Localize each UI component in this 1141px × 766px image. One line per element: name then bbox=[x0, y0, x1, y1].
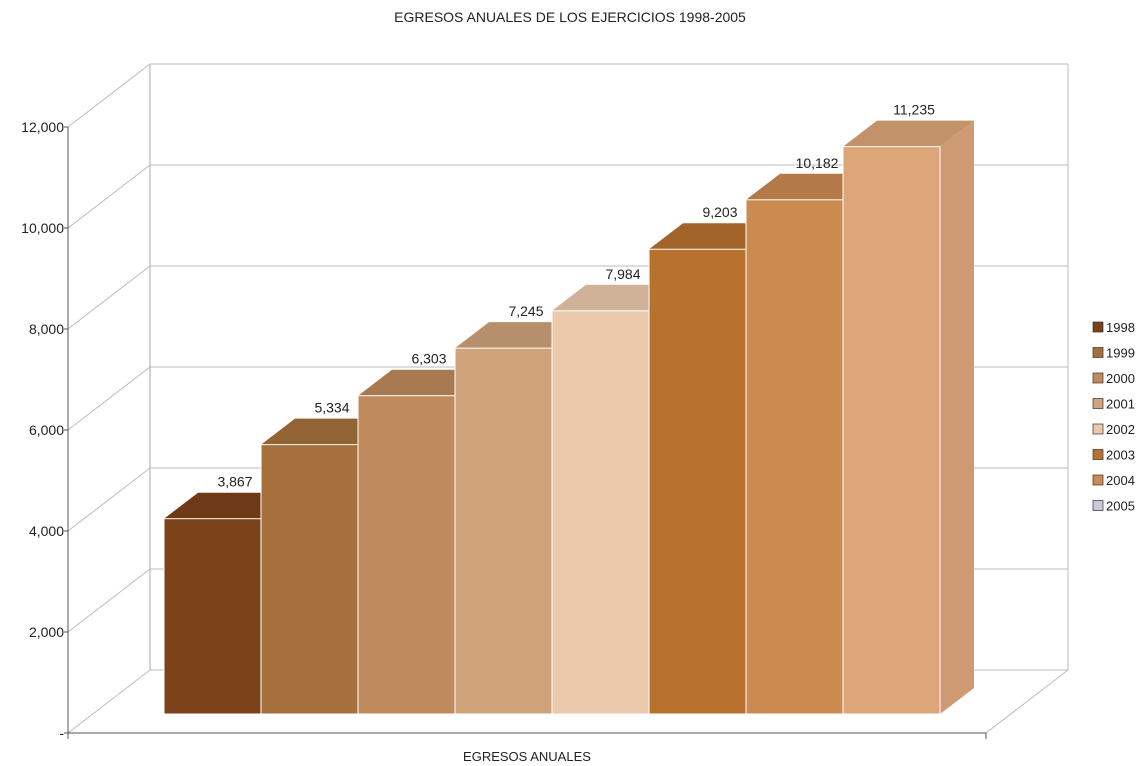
legend-marker-1998 bbox=[1092, 321, 1104, 333]
y-tick-label: - bbox=[59, 725, 64, 741]
x-axis-label: EGRESOS ANUALES bbox=[463, 749, 591, 764]
data-label-2005: 11,235 bbox=[893, 102, 935, 118]
data-label-2001: 7,245 bbox=[508, 303, 543, 319]
side-gridline bbox=[67, 366, 151, 431]
data-label-2002: 7,984 bbox=[605, 266, 640, 282]
legend-label-2000: 2000 bbox=[1106, 371, 1135, 386]
y-tick-label: 10,000 bbox=[21, 220, 64, 236]
bar-front-2005 bbox=[842, 146, 941, 715]
bar-front-2004 bbox=[745, 199, 844, 715]
legend-label-2005: 2005 bbox=[1106, 499, 1135, 514]
y-tick-label: 2,000 bbox=[29, 624, 64, 640]
data-labels: 3,867 5,334 6,303 7,245 7,984 9,203 10,182 11,2… bbox=[217, 102, 935, 490]
side-gridline bbox=[67, 669, 151, 734]
legend-label-1999: 1999 bbox=[1106, 346, 1135, 361]
legend-marker-1999 bbox=[1092, 347, 1104, 358]
bar-top-2005 bbox=[843, 120, 974, 147]
data-label-2003: 9,203 bbox=[702, 204, 737, 220]
data-label-1999: 5,334 bbox=[314, 400, 349, 416]
legend-marker-2003 bbox=[1092, 449, 1104, 460]
bar-2005 bbox=[842, 120, 974, 715]
bar-front-2000 bbox=[357, 395, 456, 715]
bar-side-2005 bbox=[940, 120, 974, 714]
legend-marker-2002 bbox=[1092, 423, 1104, 435]
side-gridline bbox=[67, 467, 151, 532]
y-tick-label: 6,000 bbox=[29, 422, 64, 438]
data-label-1998: 3,867 bbox=[217, 474, 252, 490]
legend-marker-2005 bbox=[1092, 500, 1104, 511]
floor-right-edge bbox=[985, 669, 1069, 734]
y-tick-labels: - 2,000 4,000 6,000 8,000 10,000 12,000 bbox=[21, 119, 64, 741]
legend-label-2001: 2001 bbox=[1106, 397, 1135, 412]
legend-marker-2000 bbox=[1092, 372, 1104, 384]
legend: 1998 1999 2000 2001 2002 2003 2004 2005 bbox=[1092, 320, 1135, 514]
y-tick-label: 4,000 bbox=[29, 523, 64, 539]
data-label-2000: 6,303 bbox=[411, 351, 446, 367]
chart-title: EGRESOS ANUALES DE LOS EJERCICIOS 1998-2… bbox=[394, 9, 746, 25]
y-tick-label: 8,000 bbox=[29, 321, 64, 337]
bar-front-2003 bbox=[648, 248, 747, 715]
bar-1999 bbox=[260, 418, 392, 715]
bar-front-1999 bbox=[260, 444, 359, 715]
legend-label-1998: 1998 bbox=[1106, 320, 1135, 335]
data-label-2004: 10,182 bbox=[796, 155, 839, 171]
bar-front-1998 bbox=[163, 518, 262, 715]
legend-marker-2001 bbox=[1092, 398, 1104, 409]
bar-front-2002 bbox=[551, 310, 650, 715]
bar-front-2001 bbox=[454, 347, 553, 715]
side-gridline bbox=[67, 568, 151, 633]
side-gridline bbox=[67, 63, 151, 128]
legend-label-2002: 2002 bbox=[1106, 422, 1135, 437]
legend-label-2003: 2003 bbox=[1106, 448, 1135, 463]
side-gridline bbox=[67, 265, 151, 330]
legend-marker-2004 bbox=[1092, 474, 1104, 486]
legend-label-2004: 2004 bbox=[1106, 473, 1135, 488]
y-tick-label: 12,000 bbox=[21, 119, 64, 135]
bars bbox=[163, 120, 974, 715]
side-gridline bbox=[67, 164, 151, 229]
axes bbox=[64, 126, 987, 739]
